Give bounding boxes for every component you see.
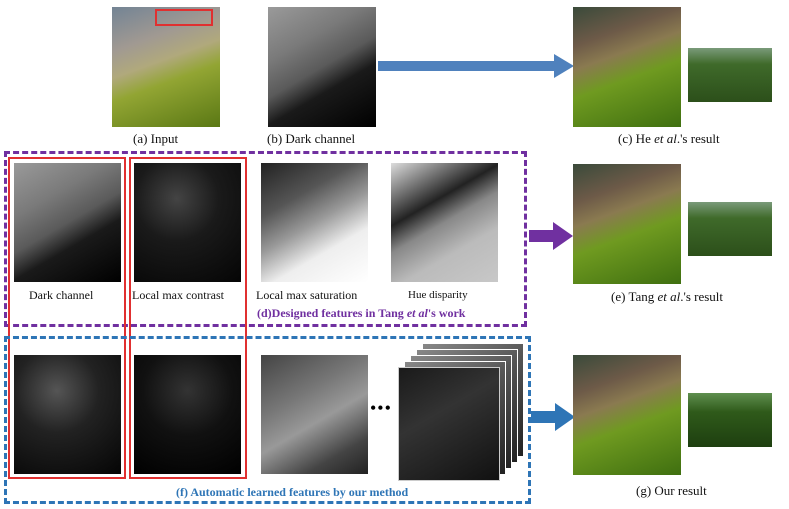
- dark-channel-image: [268, 7, 376, 127]
- arrow-to-our-result: [531, 403, 575, 431]
- designed-features-box: [4, 151, 527, 327]
- local-max-contrast-feature: [134, 163, 241, 282]
- learned-feature-3: [261, 355, 368, 474]
- label-hue-disparity: Hue disparity: [408, 289, 468, 301]
- caption-he-result: (c) He et al.'s result: [618, 131, 720, 146]
- caption-our-result: (g) Our result: [636, 483, 707, 498]
- tang-result-image: [573, 164, 681, 284]
- learned-feature-2: [134, 355, 241, 474]
- caption-dark-channel: (b) Dark channel: [267, 131, 356, 146]
- our-result-crop: [688, 393, 772, 447]
- label-designed-features: (d)Designed features in Tang et al's wor…: [257, 306, 466, 320]
- dark-channel-feature: [14, 163, 121, 282]
- input-highlight-box: [155, 9, 213, 26]
- tang-result-crop: [688, 202, 772, 256]
- label-local-max-contrast: Local max contrast: [132, 288, 224, 302]
- hue-disparity-feature: [391, 163, 498, 282]
- he-result-crop: [688, 48, 772, 102]
- arrow-to-he-result: [378, 54, 574, 78]
- feature-stack-front: [398, 367, 500, 481]
- learned-features-box: [4, 336, 531, 504]
- caption-input: (a) Input: [133, 131, 179, 146]
- red-box-local-max-contrast: [129, 157, 247, 479]
- local-max-saturation-feature: [261, 163, 368, 282]
- red-box-dark-channel: [8, 157, 126, 479]
- input-image: [112, 7, 220, 127]
- label-local-max-saturation: Local max saturation: [256, 288, 358, 302]
- our-result-image: [573, 355, 681, 475]
- learned-feature-1: [14, 355, 121, 474]
- caption-tang-result: (e) Tang et al.'s result: [611, 289, 724, 304]
- arrow-to-tang-result: [529, 222, 573, 250]
- label-learned-features: (f) Automatic learned features by our me…: [176, 485, 409, 499]
- label-dark-channel: Dark channel: [29, 288, 94, 302]
- ellipsis-dots: •••: [370, 398, 392, 418]
- he-result-image: [573, 7, 681, 127]
